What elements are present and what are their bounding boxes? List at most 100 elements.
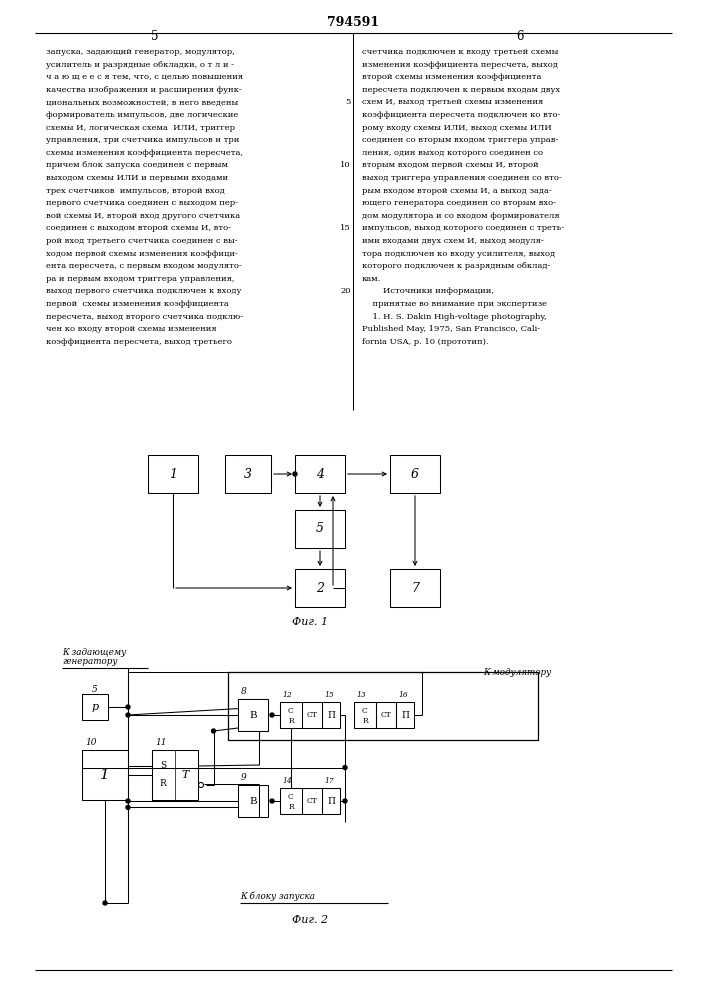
Text: В: В	[249, 710, 257, 720]
Text: К модулятору: К модулятору	[483, 668, 551, 677]
Text: C: C	[288, 793, 294, 801]
Text: CT: CT	[307, 711, 317, 719]
Text: 8: 8	[241, 687, 247, 696]
Text: В: В	[249, 796, 257, 806]
Text: выход триггера управления соединен со вто-: выход триггера управления соединен со вт…	[362, 174, 562, 182]
Text: R: R	[362, 717, 368, 725]
Text: коэффициента пересчета, выход третьего: коэффициента пересчета, выход третьего	[46, 338, 232, 346]
Bar	[82, 750, 128, 800]
Text: выходом схемы ИЛИ и первыми входами: выходом схемы ИЛИ и первыми входами	[46, 174, 228, 182]
Circle shape	[103, 901, 107, 905]
Text: 9: 9	[241, 773, 247, 782]
Text: 5: 5	[92, 684, 98, 694]
Text: ходом первой схемы изменения коэффици-: ходом первой схемы изменения коэффици-	[46, 250, 238, 258]
Text: дом модулятора и со входом формирователя: дом модулятора и со входом формирователя	[362, 212, 560, 220]
Bar	[376, 702, 396, 728]
Text: соединен со вторым входом триггера управ-: соединен со вторым входом триггера управ…	[362, 136, 559, 144]
Text: К блоку запуска: К блоку запуска	[240, 892, 315, 901]
Text: ч а ю щ е е с я тем, что, с целью повышения: ч а ю щ е е с я тем, что, с целью повыше…	[46, 73, 243, 81]
Bar	[82, 694, 108, 720]
Text: R: R	[288, 717, 294, 725]
Bar	[238, 699, 268, 731]
Text: 10: 10	[85, 738, 96, 747]
Text: 11: 11	[155, 738, 167, 747]
Text: CT: CT	[307, 797, 317, 805]
Text: рым входом второй схемы И, а выход зада-: рым входом второй схемы И, а выход зада-	[362, 187, 551, 195]
Text: вой схемы И, второй вход другого счетчика: вой схемы И, второй вход другого счетчик…	[46, 212, 240, 220]
Text: 15: 15	[340, 224, 351, 232]
Text: Фиг. 1: Фиг. 1	[292, 617, 328, 627]
Circle shape	[270, 713, 274, 717]
Text: 5: 5	[346, 98, 351, 106]
Text: циональных возможностей, в него введены: циональных возможностей, в него введены	[46, 98, 238, 106]
Bar	[390, 455, 440, 493]
Text: генератору: генератору	[62, 657, 117, 666]
Circle shape	[343, 766, 347, 770]
Bar	[228, 672, 538, 740]
Text: соединен с выходом второй схемы И, вто-: соединен с выходом второй схемы И, вто-	[46, 224, 231, 232]
Bar	[302, 788, 322, 814]
Bar	[390, 569, 440, 607]
Text: Фиг. 2: Фиг. 2	[292, 915, 328, 925]
Text: ления, один выход которого соединен со: ления, один выход которого соединен со	[362, 149, 543, 157]
Text: 7: 7	[411, 582, 419, 594]
Text: fornia USA, p. 10 (прототип).: fornia USA, p. 10 (прототип).	[362, 338, 489, 346]
Text: принятые во внимание при экспертизе: принятые во внимание при экспертизе	[362, 300, 547, 308]
Text: ими входами двух схем И, выход модуля-: ими входами двух схем И, выход модуля-	[362, 237, 544, 245]
Bar	[322, 788, 340, 814]
Text: П: П	[401, 710, 409, 720]
Text: 3: 3	[244, 468, 252, 481]
Text: 20: 20	[341, 287, 351, 295]
Text: импульсов, выход которого соединен с треть-: импульсов, выход которого соединен с тре…	[362, 224, 564, 232]
Text: тора подключен ко входу усилителя, выход: тора подключен ко входу усилителя, выход	[362, 250, 555, 258]
Circle shape	[270, 799, 274, 803]
Text: T: T	[182, 770, 189, 780]
Circle shape	[126, 713, 130, 717]
Circle shape	[293, 472, 297, 476]
Text: первого счетчика соединен с выходом пер-: первого счетчика соединен с выходом пер-	[46, 199, 238, 207]
Text: ра и первым входом триггера управления,: ра и первым входом триггера управления,	[46, 275, 235, 283]
Text: 15: 15	[324, 691, 334, 699]
Text: R: R	[160, 780, 166, 788]
Text: управления, три счетчика импульсов и три: управления, три счетчика импульсов и три	[46, 136, 240, 144]
Text: 1: 1	[169, 468, 177, 481]
Text: 13: 13	[356, 691, 366, 699]
Text: усилитель и разрядные обкладки, о т л и -: усилитель и разрядные обкладки, о т л и …	[46, 61, 234, 69]
Text: Published May, 1975, San Francisco, Cali-: Published May, 1975, San Francisco, Cali…	[362, 325, 540, 333]
Circle shape	[126, 799, 130, 803]
Text: ента пересчета, с первым входом модулято-: ента пересчета, с первым входом модулято…	[46, 262, 242, 270]
Bar	[302, 702, 322, 728]
Text: причем блок запуска соединен с первым: причем блок запуска соединен с первым	[46, 161, 228, 169]
Text: CT: CT	[380, 711, 392, 719]
Text: 16: 16	[398, 691, 408, 699]
Circle shape	[126, 805, 130, 809]
Text: 6: 6	[411, 468, 419, 481]
Text: р: р	[91, 702, 98, 712]
Text: 10: 10	[340, 161, 351, 169]
Bar	[354, 702, 376, 728]
Bar	[295, 455, 345, 493]
Bar	[280, 788, 302, 814]
Text: рому входу схемы ИЛИ, выход схемы ИЛИ: рому входу схемы ИЛИ, выход схемы ИЛИ	[362, 124, 551, 132]
Text: схемы И, логическая схема  ИЛИ, триггер: схемы И, логическая схема ИЛИ, триггер	[46, 124, 235, 132]
Text: трех счетчиков  импульсов, второй вход: трех счетчиков импульсов, второй вход	[46, 187, 225, 195]
Text: пересчета подключен к первым входам двух: пересчета подключен к первым входам двух	[362, 86, 560, 94]
Text: изменения коэффициента пересчета, выход: изменения коэффициента пересчета, выход	[362, 61, 558, 69]
Text: S: S	[160, 762, 166, 770]
Bar	[322, 702, 340, 728]
Text: C: C	[288, 707, 294, 715]
Bar	[238, 785, 268, 817]
Text: схемы изменения коэффициента пересчета,: схемы изменения коэффициента пересчета,	[46, 149, 243, 157]
Text: формирователь импульсов, две логические: формирователь импульсов, две логические	[46, 111, 238, 119]
Text: 794591: 794591	[327, 15, 379, 28]
Text: R: R	[288, 803, 294, 811]
Text: счетчика подключен к входу третьей схемы: счетчика подключен к входу третьей схемы	[362, 48, 559, 56]
Text: которого подключен к разрядным обклад-: которого подключен к разрядным обклад-	[362, 262, 550, 270]
Text: кам.: кам.	[362, 275, 381, 283]
Text: 2: 2	[316, 582, 324, 594]
Text: вторым входом первой схемы И, второй: вторым входом первой схемы И, второй	[362, 161, 539, 169]
Text: 14: 14	[282, 777, 292, 785]
Text: коэффициента пересчета подключен ко вто-: коэффициента пересчета подключен ко вто-	[362, 111, 561, 119]
Text: Источники информации,: Источники информации,	[362, 287, 494, 295]
Text: П: П	[327, 796, 335, 806]
